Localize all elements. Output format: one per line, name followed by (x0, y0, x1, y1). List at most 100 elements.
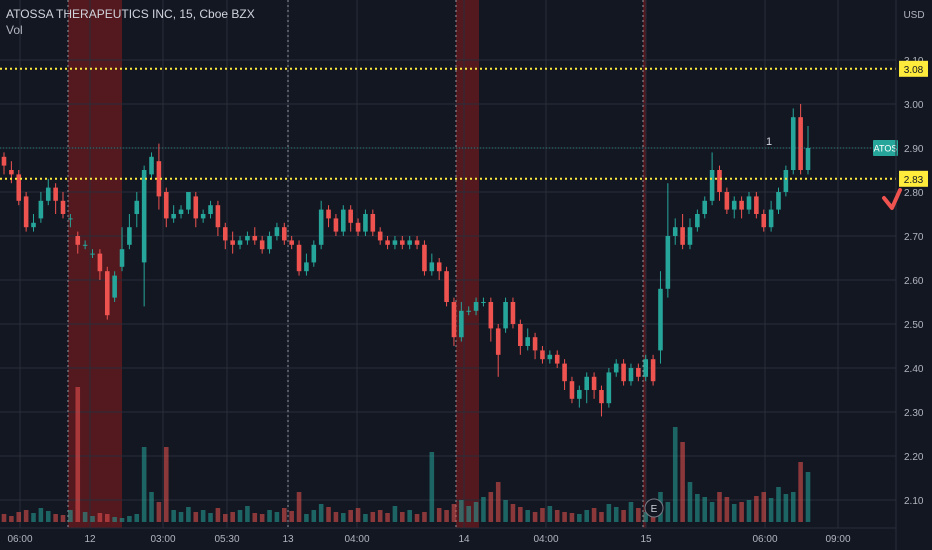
candle[interactable] (488, 297, 494, 342)
candle[interactable] (606, 368, 612, 408)
candle[interactable] (230, 231, 235, 254)
candle[interactable] (503, 297, 508, 333)
candle[interactable] (274, 222, 280, 241)
candle[interactable] (790, 108, 796, 175)
candle[interactable] (53, 183, 58, 214)
candle[interactable] (547, 350, 553, 364)
candle[interactable] (392, 236, 398, 250)
candle[interactable] (554, 350, 560, 368)
candle[interactable] (724, 187, 730, 214)
time-axis[interactable]: 06:00 12 03:00 05:30 13 04:00 14 04:00 15 06:00 09… (0, 0, 897, 550)
candle[interactable] (112, 271, 117, 302)
candle[interactable] (333, 214, 339, 236)
candle[interactable] (222, 222, 228, 250)
candle[interactable] (473, 297, 479, 316)
candle[interactable] (252, 227, 258, 245)
candle[interactable] (326, 205, 331, 228)
candle[interactable] (193, 192, 199, 228)
candle[interactable] (104, 266, 110, 320)
candle[interactable] (591, 372, 597, 399)
candle[interactable] (134, 192, 140, 228)
candle[interactable] (385, 236, 390, 250)
candle[interactable] (282, 222, 287, 245)
candle[interactable] (798, 104, 803, 175)
candle[interactable] (628, 363, 634, 386)
candle[interactable] (510, 297, 516, 329)
candle[interactable] (540, 346, 545, 364)
candle[interactable] (466, 306, 471, 316)
candle[interactable] (119, 227, 125, 272)
candle[interactable] (141, 165, 147, 307)
candle[interactable] (245, 231, 250, 245)
price-axis[interactable]: USD3.103.002.902.802.702.602.502.402.302… (873, 0, 932, 550)
candle[interactable] (45, 178, 51, 206)
candle[interactable] (68, 214, 73, 228)
candle[interactable] (97, 249, 103, 280)
candle[interactable] (341, 205, 346, 236)
candle[interactable] (149, 152, 154, 179)
candle[interactable] (665, 183, 671, 298)
candle[interactable] (23, 192, 29, 232)
candle[interactable] (407, 236, 412, 250)
candle[interactable] (400, 236, 405, 250)
candle[interactable] (444, 266, 449, 307)
candle[interactable] (650, 354, 656, 386)
candle[interactable] (621, 359, 626, 386)
candle[interactable] (695, 209, 700, 232)
candle[interactable] (658, 271, 663, 364)
candle[interactable] (237, 236, 243, 250)
candle[interactable] (377, 227, 383, 245)
candle[interactable] (156, 143, 162, 210)
candle[interactable] (355, 218, 361, 236)
candle[interactable] (31, 214, 36, 232)
candle[interactable] (525, 328, 530, 351)
candle[interactable] (783, 165, 789, 197)
candle[interactable] (289, 236, 294, 250)
earnings-marker[interactable] (644, 498, 664, 518)
candle[interactable] (717, 165, 722, 201)
candle[interactable] (636, 363, 641, 382)
candle[interactable] (532, 332, 538, 360)
candle[interactable] (702, 196, 708, 219)
candle[interactable] (208, 200, 213, 219)
candle[interactable] (186, 192, 191, 214)
candle[interactable] (731, 196, 737, 219)
candle[interactable] (754, 192, 759, 219)
candle[interactable] (75, 231, 81, 254)
candle[interactable] (672, 218, 678, 245)
candle[interactable] (370, 209, 376, 236)
candle[interactable] (200, 209, 206, 223)
candle[interactable] (584, 372, 590, 404)
candle[interactable] (569, 376, 575, 404)
candle[interactable] (746, 192, 752, 214)
candle[interactable] (82, 240, 88, 250)
candle[interactable] (739, 196, 744, 219)
candle[interactable] (348, 205, 353, 232)
candle[interactable] (761, 209, 767, 232)
candle[interactable] (459, 302, 464, 342)
candle[interactable] (163, 187, 169, 228)
candle[interactable] (363, 209, 368, 236)
candle[interactable] (90, 249, 95, 258)
candle[interactable] (318, 200, 324, 250)
candle[interactable] (436, 258, 442, 280)
candle[interactable] (599, 385, 604, 417)
candle[interactable] (16, 170, 22, 206)
candle[interactable] (776, 187, 781, 214)
candle[interactable] (311, 240, 317, 267)
candle[interactable] (1, 152, 7, 175)
candle[interactable] (709, 152, 715, 206)
candle[interactable] (171, 205, 176, 223)
candle[interactable] (304, 253, 309, 276)
candle[interactable] (127, 214, 132, 250)
candle[interactable] (768, 200, 774, 232)
candle[interactable] (805, 126, 811, 175)
candle[interactable] (60, 192, 66, 219)
candle[interactable] (613, 359, 619, 377)
candle[interactable] (451, 297, 457, 346)
candle[interactable] (267, 231, 272, 254)
candle[interactable] (687, 218, 693, 250)
candle[interactable] (215, 200, 221, 236)
